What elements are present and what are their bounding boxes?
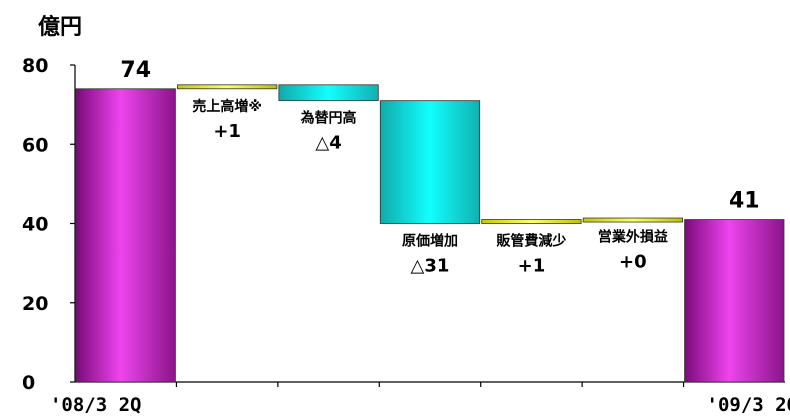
y-tick-label: 20 (22, 293, 48, 315)
x-tick-label: '09/3 2Q (707, 394, 790, 416)
step-label: 販管費減少 (496, 233, 566, 250)
step-value-label: +1 (213, 121, 241, 142)
total-value-label: 74 (120, 58, 151, 83)
y-tick-label: 60 (22, 134, 48, 156)
bar-delta (582, 217, 683, 223)
step-label: 営業外損益 (598, 229, 668, 246)
step-value-label: +0 (619, 252, 647, 273)
total-value-label: 41 (729, 189, 760, 214)
y-tick-label: 0 (22, 372, 35, 394)
y-tick-label: 40 (22, 214, 48, 236)
bar-delta (278, 84, 379, 102)
step-label: 原価増加 (402, 233, 458, 250)
step-label: 為替円高 (300, 110, 357, 127)
x-tick-label: '08/3 2Q (50, 394, 142, 416)
bar-delta (177, 84, 278, 90)
y-unit-label: 億円 (38, 14, 82, 40)
y-tick-label: 80 (22, 55, 48, 77)
step-value-label: △31 (411, 256, 450, 277)
bar-total (75, 88, 176, 383)
step-value-label: +1 (518, 256, 546, 277)
bar-delta (481, 219, 582, 224)
step-label: 売上高増※ (192, 98, 262, 115)
step-value-label: △4 (315, 133, 341, 154)
bar-total (684, 219, 785, 383)
bar-delta (379, 100, 481, 224)
